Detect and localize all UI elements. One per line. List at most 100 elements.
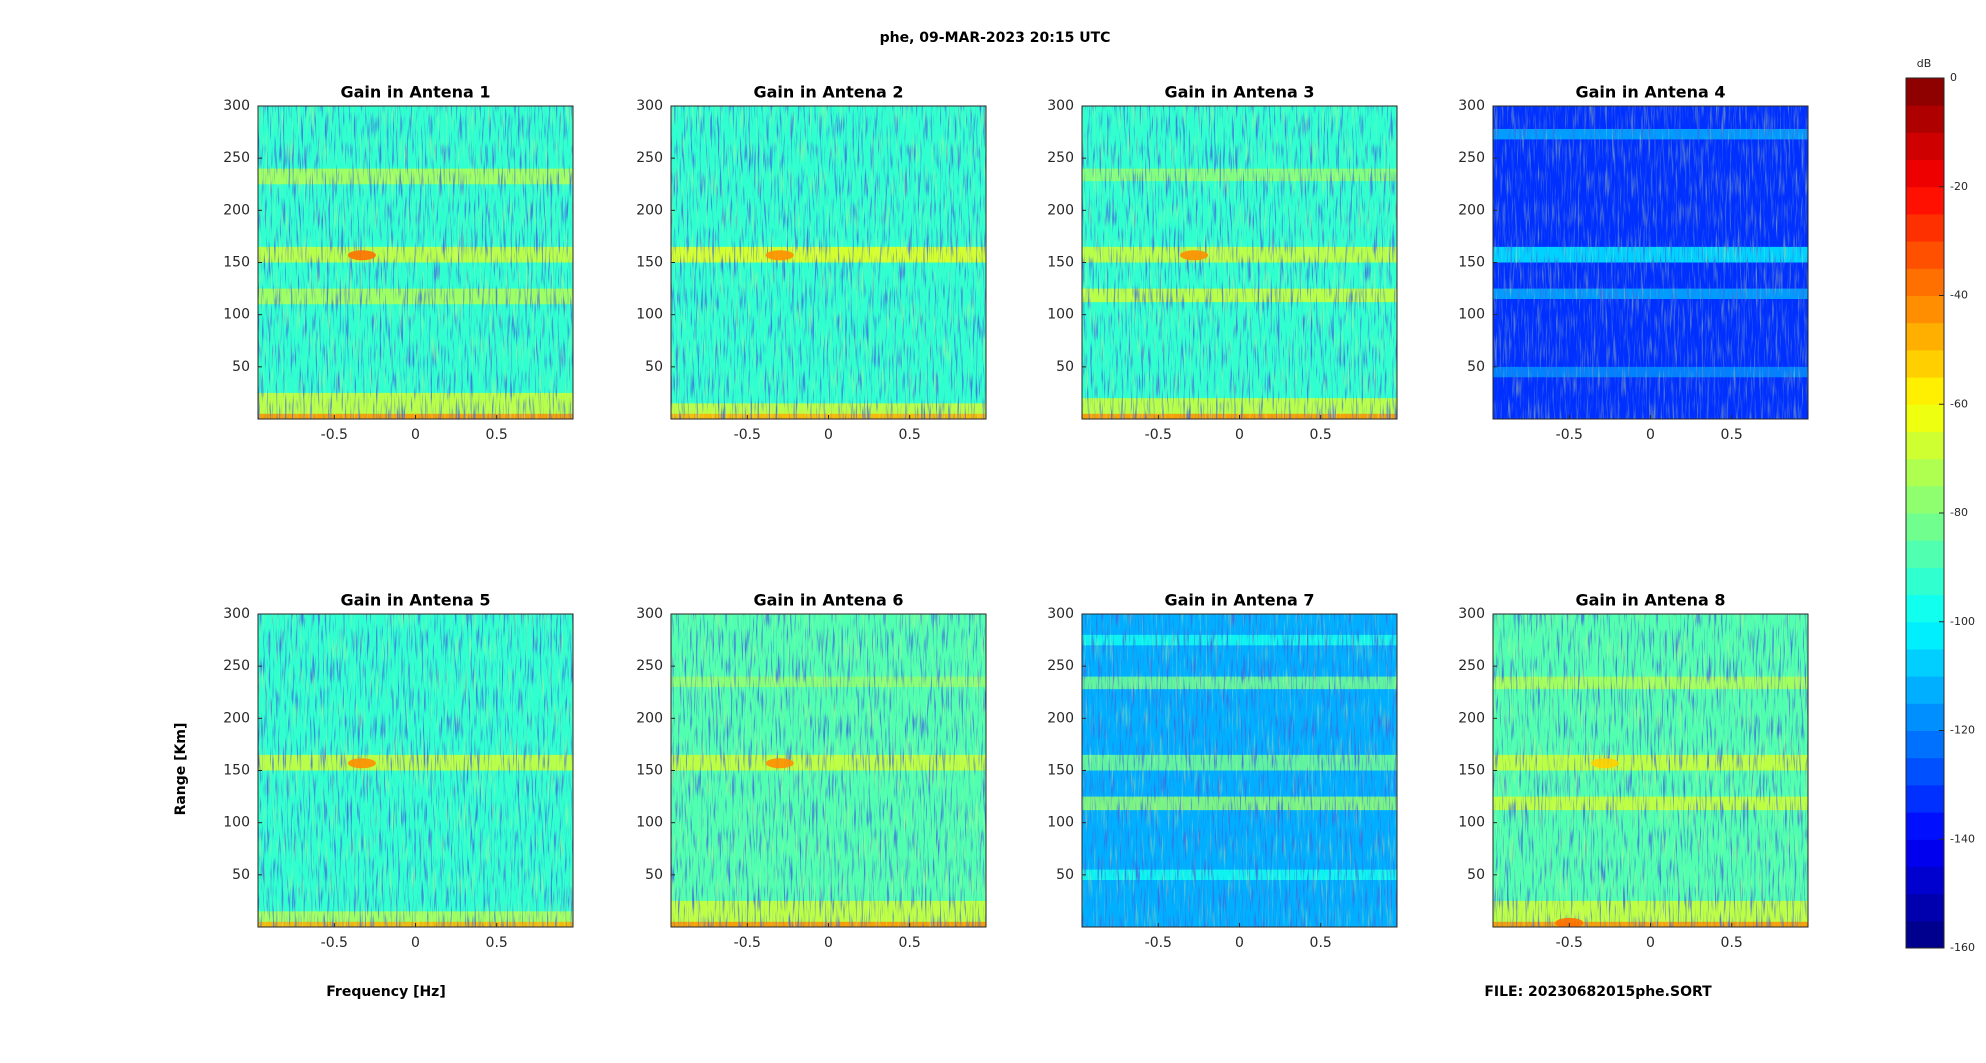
panel-title: Gain in Antena 2 <box>754 83 904 102</box>
y-tick-label: 150 <box>1047 763 1074 779</box>
colorbar-swatch <box>1906 621 1944 650</box>
y-tick-label: 200 <box>223 202 250 218</box>
colorbar-swatch <box>1906 186 1944 215</box>
x-tick-label: -0.5 <box>1145 935 1172 951</box>
colorbar-swatch <box>1906 377 1944 405</box>
x-tick-label: 0.5 <box>899 427 921 443</box>
y-tick-label: 100 <box>223 307 250 323</box>
colorbar-label: dB <box>1917 57 1932 70</box>
x-tick-label: 0 <box>1235 935 1244 951</box>
colorbar-swatch <box>1906 540 1944 568</box>
y-tick-label: 150 <box>1458 763 1485 779</box>
noise-texture <box>671 106 986 419</box>
x-tick-label: 0 <box>1235 427 1244 443</box>
panel-title: Gain in Antena 5 <box>341 591 491 610</box>
colorbar-swatch <box>1906 268 1944 296</box>
y-tick-label: 200 <box>1047 710 1074 726</box>
colorbar-swatch <box>1906 648 1944 677</box>
y-tick-label: 100 <box>1458 815 1485 831</box>
colorbar-swatch <box>1906 567 1944 596</box>
noise-texture <box>1493 614 1808 927</box>
heatmap <box>258 614 573 927</box>
panel-title: Gain in Antena 7 <box>1165 591 1315 610</box>
noise-texture <box>1493 106 1808 419</box>
panel-title: Gain in Antena 4 <box>1576 83 1726 102</box>
colorbar-swatch <box>1906 676 1944 704</box>
x-tick-label: -0.5 <box>734 427 761 443</box>
y-tick-label: 200 <box>1458 202 1485 218</box>
heatmap <box>1493 106 1808 419</box>
x-tick-label: 0.5 <box>1310 935 1332 951</box>
y-tick-label: 200 <box>223 710 250 726</box>
y-tick-label: 50 <box>645 867 663 883</box>
colorbar-tick-label: -60 <box>1950 397 1968 410</box>
colorbar-tick-label: -120 <box>1950 724 1975 737</box>
colorbar-swatch <box>1906 349 1944 378</box>
colorbar-swatch <box>1906 757 1944 786</box>
colorbar-swatch <box>1906 213 1944 242</box>
colorbar-swatch <box>1906 893 1944 922</box>
y-tick-label: 200 <box>636 202 663 218</box>
y-tick-label: 150 <box>636 255 663 271</box>
heatmap <box>1082 614 1397 927</box>
y-tick-label: 50 <box>1056 867 1074 883</box>
heatmap-peak <box>1591 758 1620 769</box>
panel-title: Gain in Antena 1 <box>341 83 491 102</box>
colorbar-swatch <box>1906 404 1944 432</box>
x-tick-label: 0 <box>824 427 833 443</box>
noise-texture <box>671 614 986 927</box>
x-tick-label: -0.5 <box>1556 427 1583 443</box>
colorbar-swatch <box>1906 159 1944 188</box>
x-tick-label: -0.5 <box>321 935 348 951</box>
heatmap-peak <box>765 758 794 769</box>
y-tick-label: 100 <box>636 815 663 831</box>
colorbar-swatch <box>1906 730 1944 759</box>
heatmap <box>671 614 986 927</box>
colorbar-swatch <box>1906 105 1944 133</box>
colorbar-swatch <box>1906 513 1944 541</box>
heatmap <box>1493 614 1808 927</box>
colorbar-swatch <box>1906 322 1944 351</box>
y-tick-label: 200 <box>1047 202 1074 218</box>
y-tick-label: 250 <box>223 658 250 674</box>
y-tick-label: 300 <box>223 98 250 114</box>
y-tick-label: 50 <box>1056 359 1074 375</box>
y-tick-label: 50 <box>1467 867 1485 883</box>
heatmap-peak <box>347 250 376 261</box>
heatmap-peak <box>1180 250 1209 261</box>
noise-texture <box>1082 106 1397 419</box>
y-tick-label: 250 <box>636 150 663 166</box>
y-tick-label: 300 <box>1047 98 1074 114</box>
y-tick-label: 150 <box>1458 255 1485 271</box>
y-tick-label: 300 <box>636 98 663 114</box>
figure-title: phe, 09-MAR-2023 20:15 UTC <box>880 30 1111 46</box>
colorbar-swatch <box>1906 78 1944 106</box>
y-tick-label: 100 <box>1458 307 1485 323</box>
noise-texture <box>1082 614 1397 927</box>
y-tick-label: 250 <box>1458 150 1485 166</box>
x-tick-label: 0 <box>824 935 833 951</box>
file-label: FILE: 20230682015phe.SORT <box>1484 984 1712 1000</box>
y-tick-label: 250 <box>1047 658 1074 674</box>
y-tick-label: 300 <box>1458 98 1485 114</box>
heatmap-peak <box>765 250 794 261</box>
x-tick-label: 0 <box>411 935 420 951</box>
x-tick-label: 0.5 <box>1721 427 1743 443</box>
colorbar-swatch <box>1906 839 1944 867</box>
x-tick-label: -0.5 <box>1145 427 1172 443</box>
x-tick-label: 0.5 <box>486 935 508 951</box>
y-tick-label: 300 <box>1047 606 1074 622</box>
x-tick-label: 0 <box>1646 427 1655 443</box>
heatmap <box>671 106 986 419</box>
x-tick-label: 0 <box>1646 935 1655 951</box>
heatmap-peak <box>347 758 376 769</box>
colorbar-tick-label: -160 <box>1950 941 1975 954</box>
noise-texture <box>258 106 573 419</box>
colorbar-swatch <box>1906 703 1944 731</box>
y-tick-label: 200 <box>1458 710 1485 726</box>
colorbar-tick-label: -20 <box>1950 180 1968 193</box>
colorbar-swatch <box>1906 431 1944 460</box>
y-tick-label: 150 <box>636 763 663 779</box>
y-tick-label: 100 <box>636 307 663 323</box>
